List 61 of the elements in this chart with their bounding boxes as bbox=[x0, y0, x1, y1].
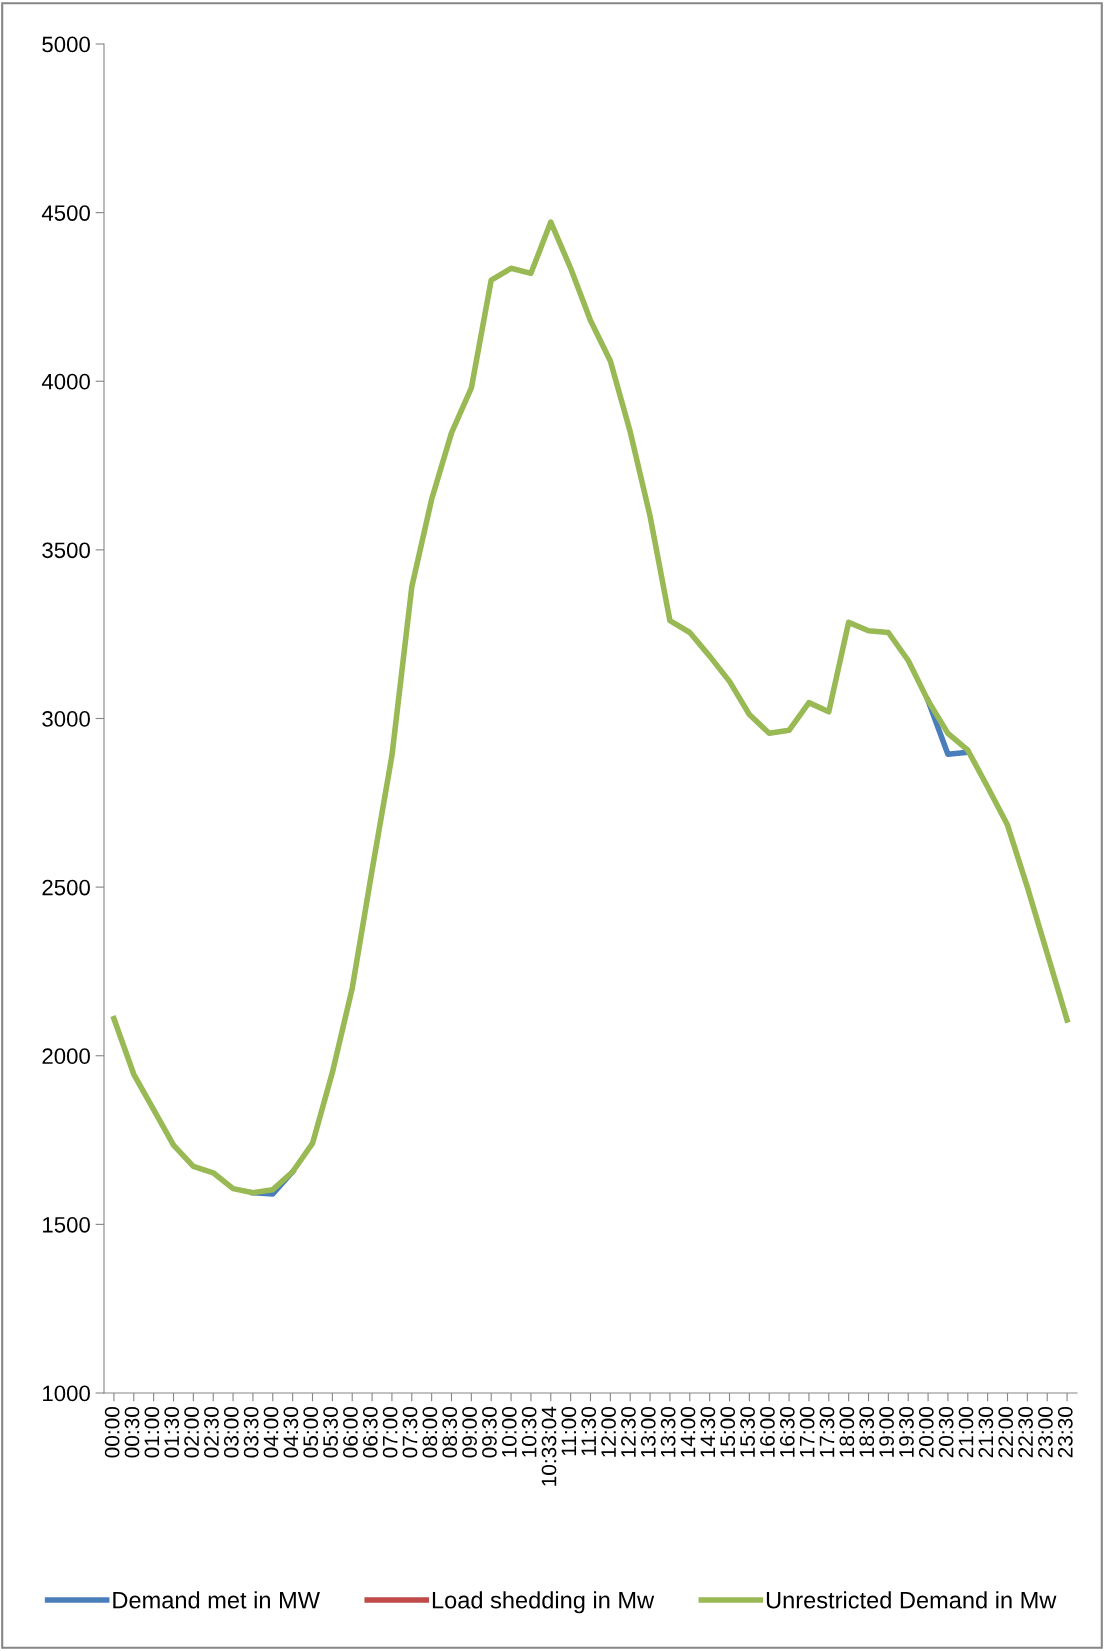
legend-label: Load shedding in Mw bbox=[432, 1591, 655, 1614]
legend-label: Unrestricted Demand in Mw bbox=[766, 1591, 1057, 1609]
x-tick-label: 23:30 bbox=[1057, 1407, 1073, 1458]
y-tick-label: 4000 bbox=[41, 373, 90, 390]
x-tick-label: 14:00 bbox=[680, 1407, 696, 1457]
x-tick-label: 07:30 bbox=[402, 1407, 418, 1458]
y-tick-label: 4500 bbox=[41, 205, 90, 221]
x-tick-label: 06:00 bbox=[343, 1407, 358, 1458]
x-tick-label: 05:30 bbox=[323, 1407, 338, 1458]
x-tick-label: 23:00 bbox=[1038, 1407, 1053, 1458]
x-tick-label: 13:00 bbox=[640, 1407, 656, 1457]
y-tick-label: 2500 bbox=[42, 879, 90, 896]
x-tick-label: 00:30 bbox=[124, 1407, 140, 1458]
x-tick-label: 17:30 bbox=[819, 1407, 835, 1457]
y-tick-label: 1000 bbox=[43, 1385, 90, 1402]
y-tick-label: 3000 bbox=[42, 711, 90, 727]
x-tick-label: 12:00 bbox=[601, 1407, 616, 1457]
x-tick-label: 20:00 bbox=[918, 1407, 934, 1458]
x-tick-label: 02:00 bbox=[184, 1407, 199, 1458]
x-tick-label: 01:30 bbox=[164, 1407, 180, 1458]
y-tick-label: 2000 bbox=[42, 1048, 90, 1065]
x-tick-label: 07:00 bbox=[382, 1407, 398, 1458]
legend-label: Demand met in MW bbox=[113, 1591, 320, 1609]
x-tick-label: 21:30 bbox=[978, 1407, 994, 1458]
x-tick-label: 19:30 bbox=[899, 1407, 914, 1457]
x-tick-label: 03:00 bbox=[223, 1407, 239, 1458]
y-tick-label: 1500 bbox=[43, 1216, 90, 1233]
y-tick-label: 5000 bbox=[42, 36, 90, 53]
x-tick-label: 18:00 bbox=[839, 1407, 855, 1457]
x-tick-label: 22:30 bbox=[1018, 1407, 1033, 1458]
x-tick-label: 14:30 bbox=[700, 1407, 716, 1457]
x-tick-label: 01:00 bbox=[144, 1407, 160, 1458]
x-tick-label: 09:30 bbox=[482, 1407, 497, 1458]
x-tick-label: 08:00 bbox=[422, 1407, 438, 1458]
x-tick-label: 09:00 bbox=[462, 1407, 477, 1458]
x-tick-label: 18:30 bbox=[859, 1407, 875, 1457]
x-tick-label: 16:30 bbox=[779, 1407, 795, 1457]
x-tick-label: 21:00 bbox=[958, 1407, 974, 1458]
x-tick-label: 20:30 bbox=[938, 1407, 954, 1458]
x-tick-label: 15:00 bbox=[720, 1407, 736, 1457]
x-tick-label: 10:33:04 bbox=[541, 1406, 557, 1486]
x-tick-label: 15:30 bbox=[740, 1407, 755, 1457]
x-tick-label: 10:30 bbox=[521, 1407, 537, 1457]
x-tick-label: 05:00 bbox=[303, 1407, 319, 1458]
x-tick-label: 17:00 bbox=[799, 1407, 815, 1457]
x-tick-label: 19:00 bbox=[879, 1407, 894, 1457]
x-tick-label: 10:00 bbox=[501, 1407, 517, 1457]
x-tick-label: 22:00 bbox=[998, 1407, 1014, 1458]
x-tick-label: 04:30 bbox=[283, 1407, 299, 1458]
x-tick-label: 03:30 bbox=[243, 1407, 259, 1458]
x-tick-label: 11:00 bbox=[561, 1407, 577, 1456]
x-tick-label: 06:30 bbox=[362, 1407, 378, 1458]
y-tick-label: 3500 bbox=[42, 542, 90, 559]
x-tick-label: 11:30 bbox=[581, 1407, 597, 1456]
x-tick-label: 02:30 bbox=[204, 1407, 219, 1458]
x-tick-label: 04:00 bbox=[263, 1407, 279, 1458]
x-tick-label: 08:30 bbox=[442, 1407, 458, 1458]
x-tick-label: 13:30 bbox=[660, 1407, 676, 1457]
x-tick-label: 12:30 bbox=[621, 1407, 636, 1457]
x-tick-label: 00:00 bbox=[104, 1407, 120, 1458]
x-tick-label: 16:00 bbox=[760, 1407, 775, 1457]
